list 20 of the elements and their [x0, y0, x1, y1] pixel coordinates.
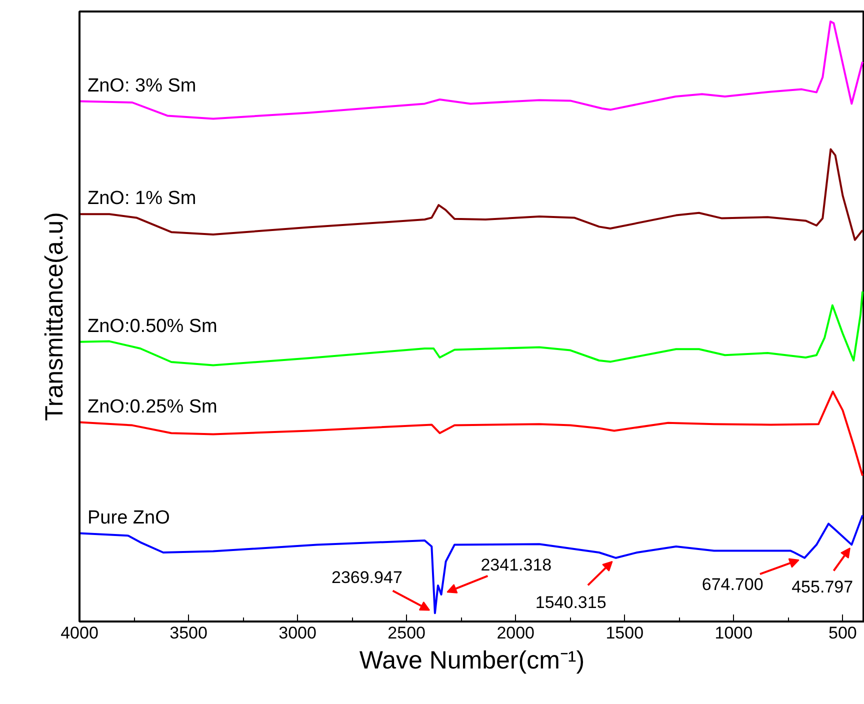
- x-tick-label: 3500: [170, 624, 208, 642]
- x-tick-label: 1500: [606, 624, 644, 642]
- x-tick-label: 1000: [714, 624, 753, 642]
- annotation: 674.700: [702, 574, 764, 594]
- series-label: ZnO:0.25% Sm: [88, 396, 218, 418]
- x-tick-label: 4000: [60, 624, 98, 642]
- x-tick-label: 2000: [496, 624, 535, 642]
- annotation: 2341.318: [480, 556, 552, 574]
- x-tick-label: 3000: [278, 624, 316, 642]
- x-tick-label: 2500: [388, 624, 426, 642]
- series-label: ZnO: 3% Sm: [88, 75, 196, 96]
- x-tick-label: 500: [828, 624, 857, 642]
- annotation: 2369.947: [331, 568, 402, 588]
- x-axis-title: Wave Number(cm⁻¹): [359, 646, 585, 674]
- annotation: 455.797: [792, 578, 854, 597]
- y-axis-title: Transmittance(a.u): [40, 212, 68, 421]
- series-label: ZnO:0.50% Sm: [88, 316, 218, 337]
- series-label: ZnO: 1% Sm: [88, 188, 196, 210]
- annotation: 1540.315: [535, 592, 606, 612]
- series-label: Pure ZnO: [88, 507, 170, 528]
